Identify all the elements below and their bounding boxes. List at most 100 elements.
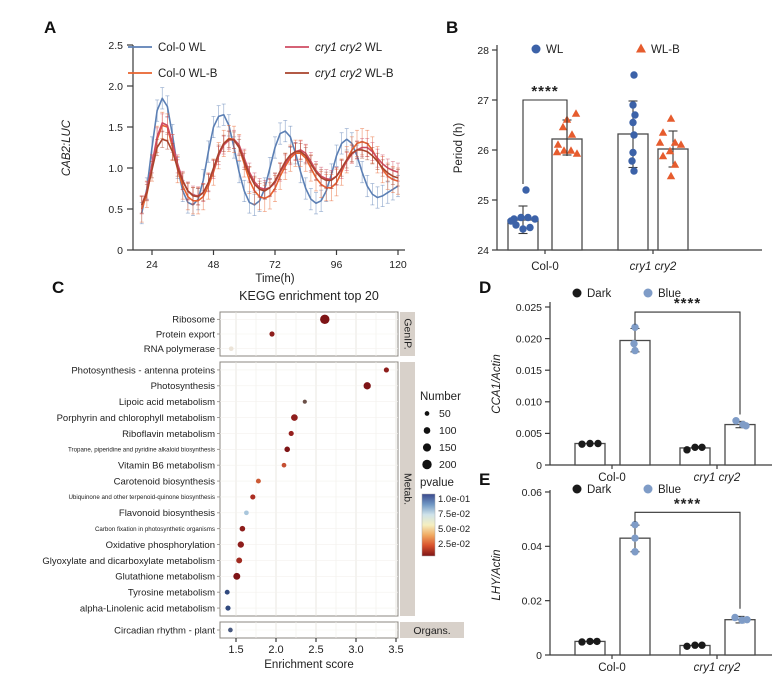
- bar: [619, 537, 651, 656]
- x-tick-label: 48: [208, 259, 220, 271]
- pathway-label: Protein export: [156, 329, 216, 340]
- panel-d-bar-chart: 0 0.005 0.010 0.015 0.020 0.025 Col-0 cry1 cry2…: [491, 288, 772, 484]
- data-point: [629, 101, 637, 109]
- pathway-label: Glyoxylate and dicarboxylate metabolism: [42, 556, 215, 567]
- enrichment-dot: [244, 510, 249, 516]
- x-category-label: Col-0: [598, 662, 625, 674]
- number-legend-dot: [422, 459, 432, 470]
- legend-marker: [636, 43, 646, 53]
- data-point: [586, 439, 594, 448]
- pvalue-tick-label: 1.0e-01: [438, 494, 470, 505]
- y-tick-label: 0: [117, 245, 123, 257]
- data-point: [691, 641, 699, 649]
- data-point: [578, 440, 586, 448]
- facet-label: GenIP.: [402, 318, 414, 349]
- y-tick-label: 25: [477, 195, 489, 207]
- x-axis-title: Time(h): [255, 273, 294, 285]
- number-legend-label: 50: [439, 408, 451, 420]
- facet-strip: [400, 312, 415, 356]
- enrichment-dot: [284, 446, 290, 453]
- pathway-label: Ubiquinone and other terpenoid-quinone b…: [68, 494, 215, 501]
- panel-c-label: C: [52, 278, 65, 297]
- y-tick-label: 1.0: [108, 163, 123, 175]
- data-point: [732, 417, 740, 425]
- number-legend-label: 150: [439, 442, 457, 454]
- enrichment-dot: [281, 462, 287, 468]
- y-tick-label: 0: [536, 460, 542, 472]
- pathway-label: Carbon fixation in photosynthetic organi…: [95, 526, 215, 533]
- x-category-label: cry1 cry2: [694, 662, 741, 674]
- pathway-label: Oxidative phosphorylation: [106, 540, 215, 551]
- legend-label: Dark: [587, 484, 612, 496]
- pathway-label: Photosynthesis: [151, 381, 216, 392]
- x-tick-label: 72: [269, 259, 281, 271]
- data-point: [631, 534, 639, 542]
- y-tick-label: 0.06: [522, 487, 543, 499]
- legend-label: Blue: [658, 288, 681, 300]
- number-legend-dot: [423, 427, 431, 434]
- data-point: [630, 131, 638, 139]
- enrichment-dot: [236, 557, 243, 564]
- legend-label: WL-B: [651, 44, 680, 56]
- x-tick-label: 2.5: [308, 644, 323, 656]
- number-legend-dot: [422, 443, 432, 452]
- data-point: [658, 128, 668, 136]
- x-tick-label: 2.0: [268, 644, 283, 656]
- y-tick-label: 0.02: [522, 595, 543, 607]
- data-point: [559, 146, 569, 154]
- legend-label: Col-0 WL-B: [158, 68, 218, 80]
- data-point: [628, 157, 636, 165]
- pvalue-tick-label: 2.5e-02: [438, 539, 470, 550]
- y-tick-label: 27: [477, 95, 489, 107]
- number-legend-dot: [424, 411, 430, 416]
- series-line: [141, 138, 399, 206]
- legend-marker: [572, 288, 582, 298]
- enrichment-dot: [302, 399, 307, 404]
- x-tick-label: 3.0: [348, 644, 363, 656]
- legend-label: cry1 cry2 WL-B: [315, 68, 394, 80]
- y-tick-label: 0.5: [108, 204, 123, 216]
- pathway-label: Circadian rhythm - plant: [114, 625, 215, 636]
- bar: [551, 138, 583, 251]
- data-point: [665, 146, 675, 155]
- facet-box: [219, 361, 399, 617]
- y-tick-label: 0.025: [516, 302, 542, 314]
- data-point: [666, 171, 676, 180]
- data-point: [742, 422, 750, 430]
- significance-bracket: [634, 311, 741, 415]
- y-axis-title: CAB2:LUC: [61, 119, 73, 176]
- data-point: [522, 186, 530, 194]
- data-point: [507, 217, 515, 225]
- enrichment-dot: [228, 627, 233, 633]
- facet-strip: [400, 622, 464, 638]
- data-point: [631, 323, 639, 331]
- data-point: [658, 151, 668, 160]
- legend-marker: [643, 288, 653, 298]
- pathway-label: Tyrosine metabolism: [128, 588, 215, 599]
- data-point: [512, 221, 520, 229]
- pvalue-tick-label: 5.0e-02: [438, 524, 470, 535]
- significance-stars: ****: [531, 83, 558, 100]
- data-point: [631, 346, 639, 355]
- data-point: [586, 637, 594, 646]
- x-tick-label: 1.5: [228, 644, 243, 656]
- legend-label: Col-0 WL: [158, 42, 207, 54]
- y-tick-label: 26: [477, 145, 489, 157]
- data-point: [670, 138, 680, 146]
- y-tick-label: 0.005: [516, 428, 542, 440]
- facet-label: Metab.: [402, 473, 414, 505]
- y-axis-title: LHY/Actin: [491, 549, 503, 600]
- x-category-label: cry1 cry2: [630, 261, 677, 273]
- data-point: [630, 71, 638, 79]
- data-point: [629, 118, 637, 127]
- legend-label: WL: [546, 44, 564, 56]
- number-legend-label: 100: [439, 425, 457, 437]
- data-point: [676, 140, 686, 148]
- data-point: [670, 160, 680, 168]
- pathway-label: alpha-Linolenic acid metabolism: [80, 603, 215, 614]
- data-point: [630, 167, 638, 175]
- pathway-label: Tropane, piperidine and pyridine alkaloi…: [68, 447, 215, 454]
- pathway-label: Vitamin B6 metabolism: [118, 461, 215, 472]
- y-tick-label: 0.04: [522, 541, 543, 553]
- x-axis-title: Enrichment score: [264, 659, 353, 671]
